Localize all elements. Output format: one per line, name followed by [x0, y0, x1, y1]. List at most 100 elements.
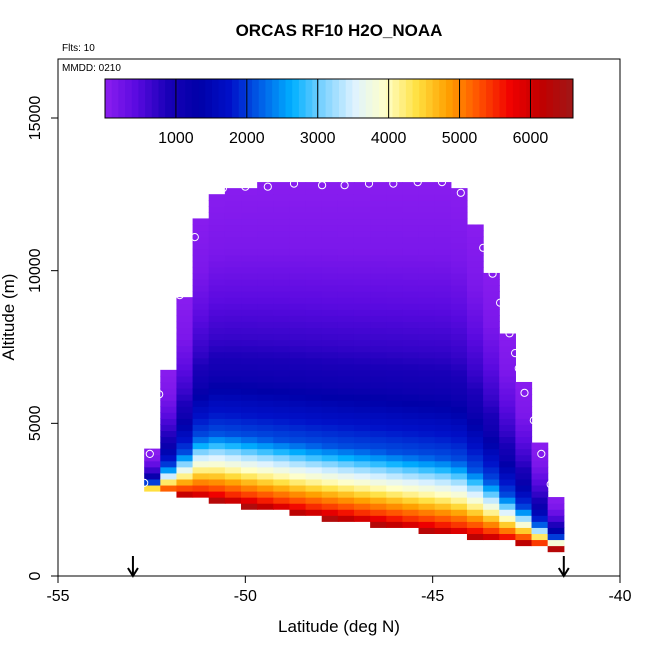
heatmap-cell [434, 436, 452, 444]
heatmap-cell [305, 200, 323, 207]
heatmap-cell [434, 484, 452, 492]
heatmap-cell [305, 460, 323, 468]
heatmap-cell [289, 200, 307, 207]
heatmap-cell [353, 466, 371, 474]
heatmap-cell [176, 430, 194, 438]
heatmap-cell [531, 460, 549, 468]
heatmap-cell [418, 497, 436, 504]
heatmap-cell [321, 194, 339, 201]
heatmap-cell [208, 218, 226, 226]
heatmap-cell [402, 351, 420, 359]
heatmap-cell [515, 527, 533, 534]
heatmap-cell [241, 339, 258, 347]
heatmap-cell [450, 484, 468, 492]
heatmap-cell [208, 315, 226, 322]
heatmap-cell [386, 218, 404, 226]
heatmap-cell [483, 327, 500, 335]
colorbar-tick-label: 4000 [371, 130, 407, 147]
heatmap-cell [450, 466, 468, 474]
heatmap-cell [273, 333, 291, 341]
heatmap-cell [257, 321, 274, 329]
heatmap-cell [466, 272, 484, 280]
heatmap-cell [418, 272, 436, 280]
heatmap-cell [483, 339, 500, 347]
heatmap-cell [370, 381, 387, 389]
heatmap-cell [321, 212, 339, 220]
heatmap-cell [466, 418, 484, 425]
heatmap-cell [466, 248, 484, 256]
heatmap-cell [144, 472, 161, 480]
heatmap-cell [257, 460, 274, 468]
heatmap-cell [289, 466, 307, 474]
heatmap-cell [499, 448, 516, 456]
heatmap-cell [208, 363, 226, 371]
heatmap-cell [466, 260, 484, 268]
heatmap-cell [353, 345, 371, 353]
heatmap-cell [353, 212, 371, 220]
heatmap-cell [289, 194, 307, 201]
heatmap-cell [160, 394, 178, 401]
heatmap-cell [257, 436, 274, 444]
heatmap-cell [305, 497, 323, 504]
heatmap-cell [353, 224, 371, 232]
heatmap-cell [321, 363, 339, 371]
heatmap-cell [370, 503, 387, 510]
heatmap-cell [241, 497, 258, 504]
heatmap-cell [337, 303, 355, 310]
heatmap-cell [466, 357, 484, 365]
heatmap-cell [208, 424, 226, 432]
heatmap-cell [402, 278, 420, 286]
heatmap-cell [418, 315, 436, 322]
heatmap-cell [321, 400, 339, 407]
heatmap-cell [370, 248, 387, 256]
heatmap-cell [176, 351, 194, 359]
heatmap-cell [434, 345, 452, 353]
heatmap-cell [434, 236, 452, 244]
heatmap-cell [337, 363, 355, 371]
heatmap-cell [160, 388, 178, 395]
heatmap-cell [418, 285, 436, 292]
heatmap-cell [192, 309, 210, 316]
heatmap-cell [208, 260, 226, 268]
heatmap-cell [386, 333, 404, 341]
heatmap-cell [386, 448, 404, 456]
heatmap-cell [321, 291, 339, 298]
heatmap-cell [321, 297, 339, 304]
heatmap-cell [305, 363, 323, 371]
heatmap-cell [418, 472, 436, 480]
heatmap-cell [241, 357, 258, 365]
heatmap-cell [450, 454, 468, 462]
heatmap-cell [144, 484, 161, 492]
heatmap-cell [305, 224, 323, 232]
heatmap-cell [466, 285, 484, 292]
heatmap-cell [305, 291, 323, 298]
heatmap-cell [434, 339, 452, 347]
heatmap-cell [257, 448, 274, 456]
heatmap-cell [418, 515, 436, 522]
heatmap-cell [483, 484, 500, 492]
heatmap-cell [450, 321, 468, 329]
heatmap-cell [402, 436, 420, 444]
heatmap-cell [418, 212, 436, 220]
heatmap-cell [273, 182, 291, 189]
heatmap-cell [257, 309, 274, 316]
heatmap-cell [337, 206, 355, 213]
heatmap-cell [531, 454, 549, 462]
heatmap-cell [176, 297, 194, 304]
heatmap-cell [466, 466, 484, 474]
heatmap-cell [273, 285, 291, 292]
heatmap-cell [176, 466, 194, 474]
heatmap-cell [337, 278, 355, 286]
heatmap-cell [208, 272, 226, 280]
heatmap-cell [353, 285, 371, 292]
heatmap-cell [224, 321, 242, 329]
heatmap-cell [434, 230, 452, 238]
colorbar-segment [185, 79, 193, 118]
heatmap-cell [353, 254, 371, 262]
heatmap-cell [257, 388, 274, 395]
heatmap-cell [370, 230, 387, 238]
heatmap-cell [337, 394, 355, 401]
heatmap-cell [434, 200, 452, 207]
heatmap-cell [386, 460, 404, 468]
heatmap-cell [241, 315, 258, 322]
